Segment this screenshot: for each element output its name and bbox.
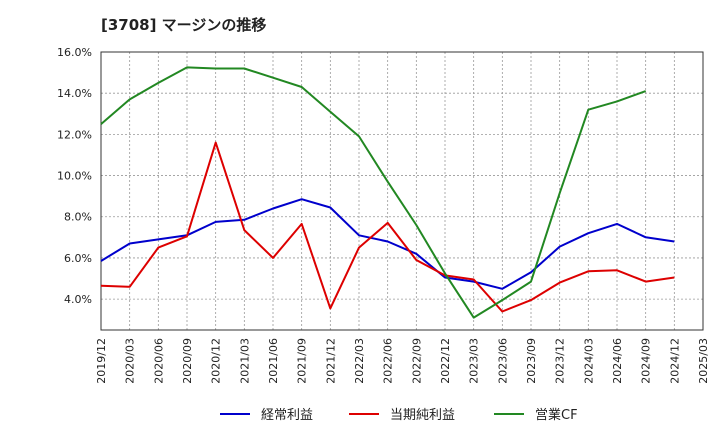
series-line-2 <box>100 66 647 319</box>
x-tick-label: 2021/12 <box>324 338 337 384</box>
x-tick-label: 2024/09 <box>640 338 653 384</box>
x-tick-label: 2024/06 <box>611 338 624 384</box>
x-tick-label: 2021/03 <box>238 338 251 384</box>
x-tick-label: 2019/12 <box>95 338 108 384</box>
x-tick-label: 2020/06 <box>152 338 165 384</box>
y-tick-label: 12.0% <box>57 128 92 141</box>
x-tick-label: 2024/03 <box>582 338 595 384</box>
x-tick-label: 2023/09 <box>525 338 538 384</box>
legend-label-0: 経常利益 <box>261 408 313 423</box>
legend-label-1: 当期純利益 <box>390 408 455 423</box>
legend-label-2: 営業CF <box>535 407 578 423</box>
y-tick-label: 14.0% <box>57 87 92 100</box>
y-tick-label: 4.0% <box>64 293 92 306</box>
x-tick-label: 2023/03 <box>468 338 481 384</box>
x-tick-label: 2022/06 <box>382 338 395 384</box>
x-tick-label: 2024/12 <box>668 338 681 384</box>
chart-title: [3708] マージンの推移 <box>101 16 267 34</box>
plot-frame <box>100 51 704 331</box>
y-tick-label: 6.0% <box>64 252 92 265</box>
x-tick-label: 2020/09 <box>181 338 194 384</box>
y-tick-label: 10.0% <box>57 170 92 183</box>
x-tick-label: 2022/12 <box>439 338 452 384</box>
x-tick-label: 2020/12 <box>210 338 223 384</box>
series-line-1 <box>100 141 675 313</box>
x-tick-label: 2025/03 <box>697 338 710 384</box>
series-line-0 <box>100 198 675 290</box>
x-tick-label: 2023/12 <box>554 338 567 384</box>
y-tick-label: 16.0% <box>57 46 92 59</box>
x-tick-label: 2022/03 <box>353 338 366 384</box>
x-tick-label: 2022/09 <box>410 338 423 384</box>
x-tick-label: 2023/06 <box>496 338 509 384</box>
x-tick-label: 2021/06 <box>267 338 280 384</box>
y-tick-label: 8.0% <box>64 211 92 224</box>
x-tick-label: 2021/09 <box>296 338 309 384</box>
x-tick-label: 2020/03 <box>124 338 137 384</box>
